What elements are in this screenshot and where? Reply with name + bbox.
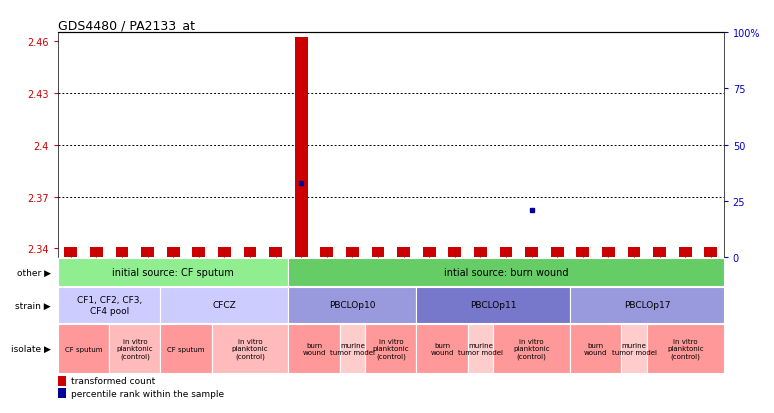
Bar — [90, 247, 103, 258]
Text: in vitro
planktonic
(control): in vitro planktonic (control) — [372, 339, 409, 359]
Bar — [570, 325, 622, 373]
Bar — [448, 247, 461, 258]
Bar — [551, 247, 563, 258]
Bar — [289, 288, 416, 323]
Text: CF sputum: CF sputum — [167, 346, 205, 352]
Bar — [416, 325, 467, 373]
Bar — [493, 325, 570, 373]
Bar — [244, 247, 256, 258]
Text: intial source: burn wound: intial source: burn wound — [444, 267, 568, 277]
Bar — [167, 247, 180, 258]
Bar — [346, 247, 359, 258]
Text: CF1, CF2, CF3,
CF4 pool: CF1, CF2, CF3, CF4 pool — [77, 296, 142, 315]
Bar — [64, 247, 77, 258]
Bar — [416, 288, 570, 323]
Text: isolate ▶: isolate ▶ — [12, 344, 51, 353]
Bar — [58, 325, 109, 373]
Bar — [679, 247, 692, 258]
Bar — [211, 325, 289, 373]
Text: burn
wound: burn wound — [430, 342, 454, 355]
Bar — [570, 288, 724, 323]
Bar — [577, 247, 589, 258]
Text: transformed count: transformed count — [71, 376, 156, 385]
Bar — [58, 376, 66, 386]
Text: other ▶: other ▶ — [17, 268, 51, 277]
Bar — [602, 247, 615, 258]
Bar — [289, 258, 724, 286]
Bar — [193, 247, 205, 258]
Bar — [647, 325, 724, 373]
Bar — [160, 288, 289, 323]
Text: in vitro
planktonic
(control): in vitro planktonic (control) — [667, 339, 704, 359]
Bar — [622, 325, 647, 373]
Bar — [320, 247, 334, 258]
Text: percentile rank within the sample: percentile rank within the sample — [71, 389, 224, 398]
Bar — [58, 258, 289, 286]
Bar — [628, 247, 641, 258]
Bar — [467, 325, 493, 373]
Text: murine
tumor model: murine tumor model — [611, 342, 656, 355]
Bar — [397, 247, 410, 258]
Bar — [653, 247, 666, 258]
Bar — [142, 247, 154, 258]
Text: in vitro
planktonic
(control): in vitro planktonic (control) — [513, 339, 550, 359]
Bar — [423, 247, 436, 258]
Text: murine
tumor model: murine tumor model — [458, 342, 503, 355]
Bar — [372, 247, 385, 258]
Text: in vitro
planktonic
(control): in vitro planktonic (control) — [231, 339, 269, 359]
Bar — [289, 325, 340, 373]
Text: strain ▶: strain ▶ — [15, 301, 51, 310]
Text: PBCLOp10: PBCLOp10 — [329, 301, 375, 310]
Bar — [704, 247, 717, 258]
Bar — [500, 247, 512, 258]
Text: PBCLOp11: PBCLOp11 — [470, 301, 516, 310]
Bar — [160, 325, 211, 373]
Bar — [526, 247, 538, 258]
Text: CF sputum: CF sputum — [65, 346, 102, 352]
Bar — [58, 288, 160, 323]
Bar — [365, 325, 416, 373]
Text: initial source: CF sputum: initial source: CF sputum — [112, 267, 234, 277]
Bar — [115, 247, 128, 258]
Bar — [340, 325, 365, 373]
Bar — [269, 247, 282, 258]
Bar — [474, 247, 487, 258]
Text: murine
tumor model: murine tumor model — [330, 342, 375, 355]
Text: PBCLOp17: PBCLOp17 — [624, 301, 670, 310]
Text: CFCZ: CFCZ — [213, 301, 236, 310]
Bar — [295, 38, 308, 258]
Bar — [218, 247, 231, 258]
Bar — [109, 325, 160, 373]
Text: burn
wound: burn wound — [584, 342, 608, 355]
Bar — [58, 388, 66, 399]
Text: in vitro
planktonic
(control): in vitro planktonic (control) — [117, 339, 153, 359]
Text: GDS4480 / PA2133_at: GDS4480 / PA2133_at — [58, 19, 195, 32]
Text: burn
wound: burn wound — [303, 342, 326, 355]
